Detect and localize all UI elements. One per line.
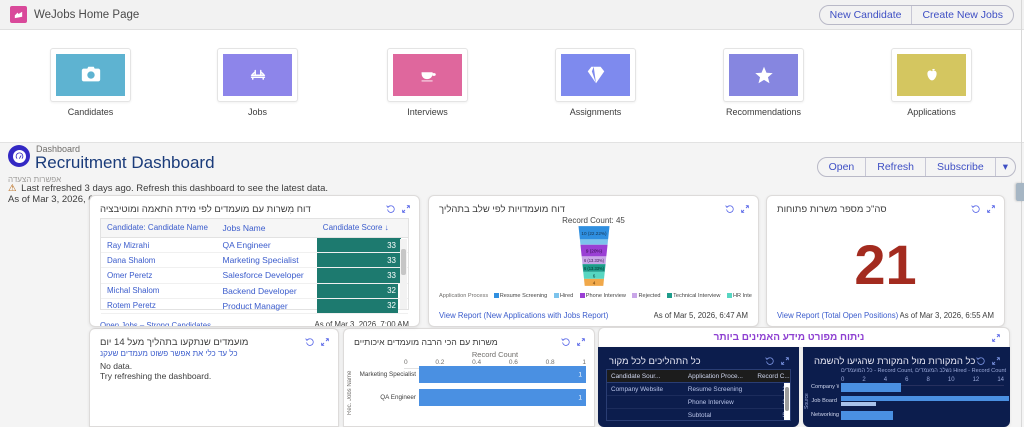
svg-text:6 (13.33%): 6 (13.33%) bbox=[583, 266, 604, 271]
svg-text:10 (22.22%): 10 (22.22%) bbox=[581, 231, 607, 236]
svg-text:4: 4 bbox=[592, 280, 595, 285]
svg-text:6: 6 bbox=[592, 273, 595, 278]
svg-text:9 (20%): 9 (20%) bbox=[585, 249, 602, 254]
svg-text:6 (13.33%): 6 (13.33%) bbox=[583, 258, 604, 263]
